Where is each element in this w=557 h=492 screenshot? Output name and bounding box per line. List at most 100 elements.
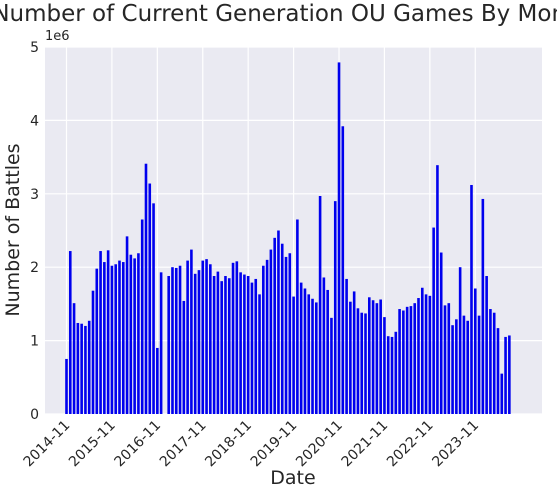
bar (458, 267, 462, 414)
x-tick-label: 2015-11 (66, 418, 119, 471)
bar (262, 265, 265, 414)
y-offset-label: 1e6 (45, 29, 70, 44)
bar (80, 323, 83, 414)
bar (76, 322, 80, 414)
bar (394, 331, 398, 414)
bar (318, 196, 322, 414)
y-tick-label: 2 (30, 260, 39, 276)
x-tick-label: 2020-11 (293, 418, 346, 471)
bar (114, 264, 118, 414)
bar (398, 309, 401, 414)
chart-title: Number of Current Generation OU Games By… (0, 1, 557, 27)
bar (315, 302, 318, 414)
bar (345, 278, 348, 414)
bar (417, 298, 420, 414)
bar (140, 219, 144, 414)
bar (473, 288, 477, 414)
bar (148, 183, 152, 414)
bar (436, 165, 439, 414)
bar (500, 373, 504, 414)
bar (299, 282, 303, 414)
bar (216, 271, 220, 414)
bar (364, 313, 367, 414)
bar (87, 320, 91, 414)
bar (84, 325, 87, 414)
x-tick-labels: 2014-112015-112016-112017-112018-112019-… (21, 418, 482, 471)
bar (167, 276, 170, 414)
bar (193, 273, 197, 414)
bar (159, 272, 163, 414)
bar (447, 303, 451, 414)
bar (224, 276, 227, 414)
bar (220, 281, 223, 414)
bar (489, 309, 492, 414)
x-tick-label: 2017-11 (157, 418, 210, 471)
bar (212, 276, 216, 414)
bar (413, 303, 417, 414)
bar (451, 325, 454, 414)
x-tick-label: 2016-11 (111, 418, 164, 471)
bar (307, 294, 311, 414)
bar (280, 243, 284, 414)
bar (432, 227, 435, 414)
bar (337, 62, 341, 414)
bar (190, 249, 193, 414)
y-axis-label: Number of Battles (2, 143, 24, 316)
x-tick-label: 2023-11 (429, 418, 482, 471)
bar (485, 276, 488, 414)
bar (137, 253, 140, 414)
bar (269, 249, 273, 414)
bar (205, 259, 208, 414)
bar (439, 252, 443, 414)
bar (174, 267, 178, 414)
bar (156, 347, 159, 414)
bar (322, 277, 326, 414)
bar (91, 290, 95, 414)
bar (246, 276, 250, 414)
x-tick-label: 2019-11 (248, 418, 301, 471)
bar (360, 312, 364, 414)
bar (292, 296, 295, 414)
bar (405, 306, 409, 414)
bar (466, 320, 470, 414)
bar (341, 126, 345, 415)
bar (508, 335, 511, 414)
bar (296, 219, 299, 414)
bar (386, 336, 390, 414)
bar (455, 319, 458, 414)
bar (379, 299, 382, 414)
bar (284, 256, 288, 414)
bar (129, 254, 133, 414)
x-tick-label: 2021-11 (339, 418, 392, 471)
bar (330, 317, 333, 414)
bar (383, 317, 386, 414)
bar (492, 312, 496, 414)
bar (231, 262, 235, 414)
bar (235, 261, 239, 414)
bar (250, 282, 254, 414)
bar (420, 287, 424, 414)
bar (258, 294, 261, 414)
bar (368, 297, 371, 414)
bar (352, 291, 356, 414)
x-tick-label: 2018-11 (202, 418, 255, 471)
bar (496, 328, 500, 414)
bar (133, 258, 136, 414)
bar (118, 260, 121, 414)
y-tick-label: 1 (30, 334, 39, 350)
bar (72, 303, 76, 414)
bar (481, 198, 485, 414)
bar (333, 201, 337, 414)
bar (239, 272, 242, 414)
y-tick-label: 5 (30, 40, 39, 56)
x-axis-label: Date (270, 467, 315, 489)
bar (273, 237, 276, 414)
bar (201, 260, 205, 414)
bar (356, 308, 360, 414)
bar (209, 264, 212, 414)
bar (371, 300, 375, 414)
bar (504, 336, 507, 414)
bar (409, 306, 413, 414)
